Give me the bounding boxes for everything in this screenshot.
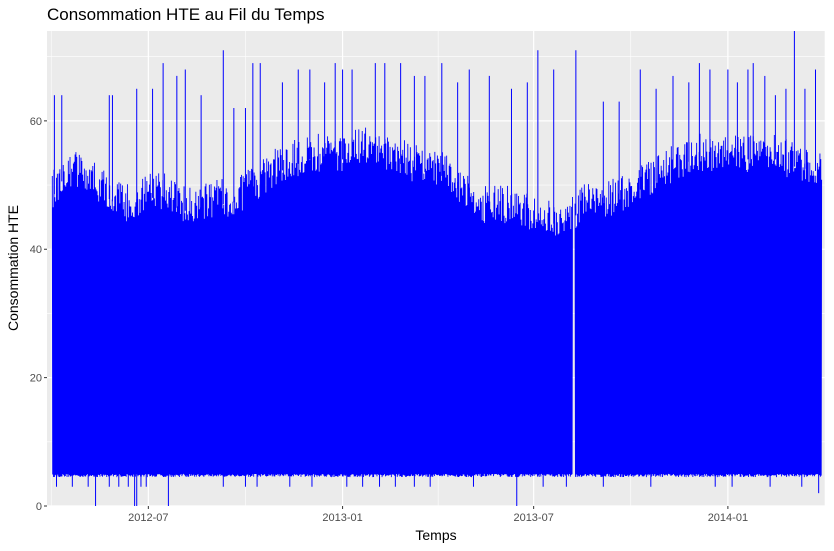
chart-title: Consommation HTE au Fil du Temps	[47, 5, 324, 24]
x-tick-label: 2014-01	[708, 512, 748, 524]
x-axis-title: Temps	[415, 527, 456, 543]
series-layer	[51, 31, 823, 506]
y-tick-label: 20	[30, 373, 42, 385]
y-tick-label: 60	[30, 116, 42, 128]
x-tick-label: 2012-07	[128, 512, 168, 524]
y-tick-label: 0	[36, 501, 42, 513]
series-line	[574, 133, 823, 478]
x-tick-label: 2013-07	[513, 512, 553, 524]
y-tick-label: 40	[30, 244, 42, 256]
series-line	[51, 127, 573, 478]
x-axis: 2012-07 2013-01 2013-07 2014-01	[128, 506, 748, 524]
y-axis-title: Consommation HTE	[5, 205, 21, 331]
x-tick-label: 2013-01	[322, 512, 362, 524]
y-axis: 0 20 40 60	[30, 116, 47, 513]
